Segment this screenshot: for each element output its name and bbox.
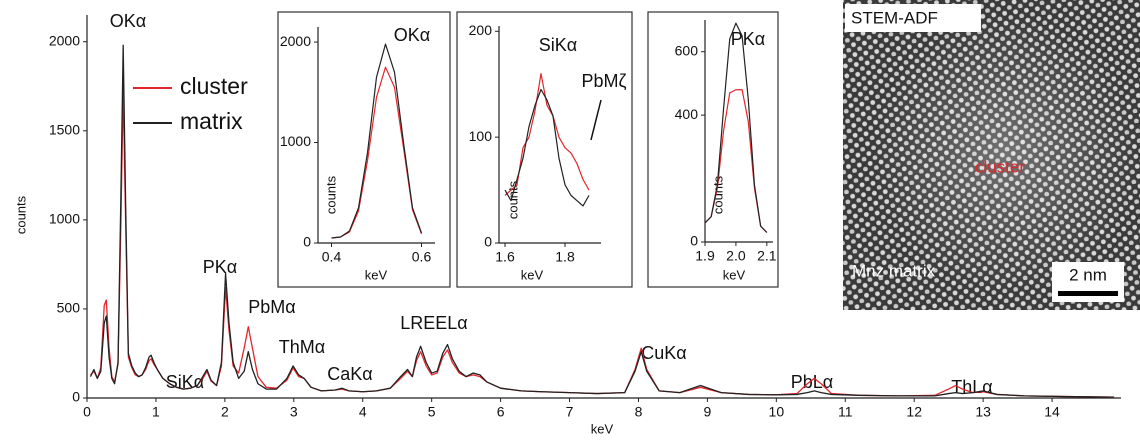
series-line bbox=[89, 44, 1115, 398]
x-tick-label: 2.1 bbox=[757, 248, 777, 264]
cluster-label: cluster bbox=[975, 157, 1025, 176]
inset-frame bbox=[456, 11, 633, 288]
y-tick-label: 2000 bbox=[49, 32, 80, 48]
x-axis-label: keV bbox=[591, 421, 614, 436]
y-tick-label: 1000 bbox=[280, 133, 311, 149]
y-tick-label: 600 bbox=[675, 42, 699, 58]
y-axis-label: counts bbox=[323, 175, 338, 214]
inset-frame bbox=[647, 11, 779, 288]
image-title: STEM-ADF bbox=[851, 8, 938, 27]
x-tick-label: 1 bbox=[152, 404, 160, 420]
peak-label: LREELα bbox=[400, 313, 467, 333]
series-line bbox=[504, 88, 590, 207]
peak-label: PKα bbox=[203, 257, 237, 277]
y-axis-label: counts bbox=[13, 195, 28, 234]
x-tick-label: 9 bbox=[704, 404, 712, 420]
series-line bbox=[331, 43, 423, 239]
peak-label: ThMα bbox=[279, 337, 325, 357]
matrix-label: Mnz matrix bbox=[852, 261, 936, 280]
x-tick-label: 10 bbox=[769, 404, 785, 420]
x-tick-label: 0 bbox=[83, 404, 91, 420]
y-tick-label: 500 bbox=[57, 300, 81, 316]
y-tick-label: 0 bbox=[690, 233, 698, 249]
peak-label: PbMζ bbox=[582, 71, 627, 91]
peak-label: PbMα bbox=[248, 297, 295, 317]
x-tick-label: 5 bbox=[428, 404, 436, 420]
legend-label: cluster bbox=[180, 73, 248, 99]
y-tick-label: 200 bbox=[469, 22, 493, 38]
x-tick-label: 14 bbox=[1044, 404, 1060, 420]
peak-label: OKα bbox=[110, 11, 146, 31]
y-tick-label: 100 bbox=[469, 128, 493, 144]
x-tick-label: 1.9 bbox=[695, 248, 715, 264]
x-tick-label: 0.4 bbox=[322, 249, 342, 265]
x-tick-label: 13 bbox=[975, 404, 991, 420]
x-axis-label: keV bbox=[723, 267, 746, 282]
x-tick-label: 2 bbox=[221, 404, 229, 420]
x-tick-label: 2.0 bbox=[726, 248, 746, 264]
peak-label: CaKα bbox=[327, 364, 372, 384]
x-tick-label: 1.8 bbox=[555, 249, 575, 265]
y-tick-label: 0 bbox=[72, 389, 80, 405]
x-tick-label: 6 bbox=[497, 404, 505, 420]
pointer bbox=[590, 99, 602, 141]
scale-bar-label: 2 nm bbox=[1069, 265, 1107, 284]
x-tick-label: 12 bbox=[906, 404, 922, 420]
inset-frame bbox=[277, 11, 451, 288]
y-tick-label: 1000 bbox=[49, 211, 80, 227]
series-line bbox=[704, 22, 768, 233]
peak-label: SiKα bbox=[539, 35, 577, 55]
inset-title: OKα bbox=[394, 25, 430, 45]
x-tick-label: 8 bbox=[635, 404, 643, 420]
legend-label: matrix bbox=[180, 108, 243, 134]
image-glow bbox=[843, 0, 1140, 310]
x-axis-label: keV bbox=[365, 267, 388, 282]
x-tick-label: 3 bbox=[290, 404, 298, 420]
peak-label: PbLα bbox=[791, 372, 833, 392]
x-tick-label: 0.6 bbox=[412, 249, 432, 265]
x-axis-label: keV bbox=[521, 267, 544, 282]
stem-image: STEM-ADF cluster Mnz matrix 2 nm bbox=[843, 0, 1140, 310]
y-axis-label: counts bbox=[505, 180, 520, 219]
y-tick-label: 400 bbox=[675, 106, 699, 122]
y-tick-label: 0 bbox=[303, 234, 311, 250]
x-tick-label: 4 bbox=[359, 404, 367, 420]
x-tick-label: 7 bbox=[566, 404, 574, 420]
label-box bbox=[845, 4, 981, 32]
y-tick-label: 0 bbox=[484, 234, 492, 250]
y-tick-label: 1500 bbox=[49, 121, 80, 137]
inset-title: PKα bbox=[731, 29, 765, 49]
x-tick-label: 11 bbox=[838, 404, 853, 420]
peak-label: CuKα bbox=[641, 343, 686, 363]
y-tick-label: 2000 bbox=[280, 33, 311, 49]
x-tick-label: 1.6 bbox=[495, 249, 515, 265]
scale-bar bbox=[1058, 291, 1118, 296]
